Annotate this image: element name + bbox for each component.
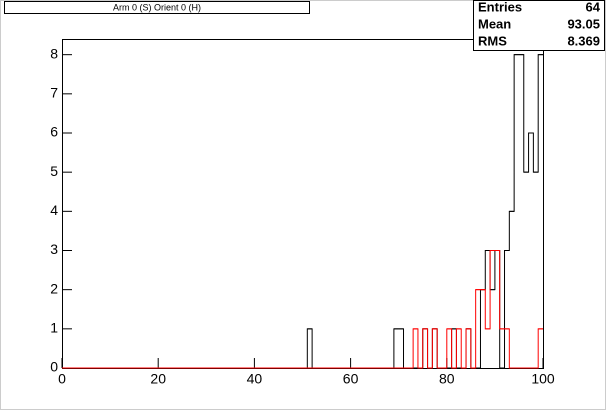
y-tick-label: 0 xyxy=(50,359,58,375)
y-tick-label: 7 xyxy=(50,85,58,101)
y-tick-label: 4 xyxy=(50,202,58,218)
y-tick-label: 6 xyxy=(50,124,58,140)
stats-box xyxy=(473,0,605,51)
y-tick-label: 8 xyxy=(50,45,58,61)
stats-label: Entries xyxy=(478,0,522,14)
chart-title: Arm 0 (S) Orient 0 (H) xyxy=(113,2,201,12)
title-box xyxy=(4,1,310,14)
stats-border xyxy=(473,0,605,51)
x-tick-label: 100 xyxy=(531,371,555,387)
stats-value: 64 xyxy=(586,0,601,14)
stats-label: RMS xyxy=(478,33,507,48)
y-tick-label: 3 xyxy=(50,241,58,257)
x-tick-label: 0 xyxy=(58,371,66,387)
stats-value: 93.05 xyxy=(567,16,600,31)
stats-value: 8.369 xyxy=(567,33,600,48)
x-tick-label: 60 xyxy=(343,371,359,387)
frame xyxy=(62,39,544,369)
x-tick-label: 80 xyxy=(439,371,455,387)
y-tick-label: 5 xyxy=(50,163,58,179)
stats-label: Mean xyxy=(478,16,511,31)
y-tick-label: 1 xyxy=(50,320,58,336)
x-tick-label: 40 xyxy=(247,371,263,387)
y-tick-label: 2 xyxy=(50,280,58,296)
x-tick-label: 20 xyxy=(150,371,166,387)
